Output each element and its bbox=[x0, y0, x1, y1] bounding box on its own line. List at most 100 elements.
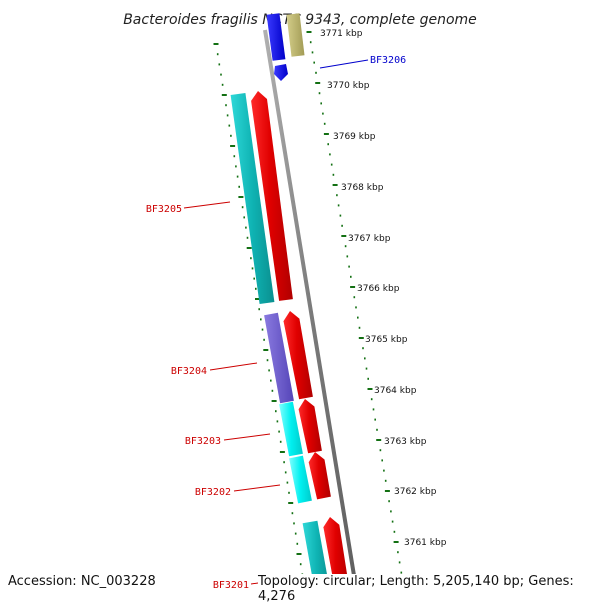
gene-bf3204-cds bbox=[283, 311, 313, 400]
outer-tick bbox=[320, 102, 322, 105]
inner-tick bbox=[255, 298, 260, 300]
outer-tick bbox=[337, 204, 340, 207]
outer-tick bbox=[355, 306, 357, 309]
tick-label: 3764 kbp bbox=[374, 386, 417, 396]
topology-text: Topology: circular; Length: 5,205,140 bp… bbox=[258, 574, 600, 604]
outer-tick bbox=[353, 296, 356, 299]
gene-bf3202-cog bbox=[289, 455, 312, 504]
inner-tick bbox=[213, 43, 219, 45]
tick-label: 3762 kbp bbox=[394, 487, 437, 497]
outer-tick bbox=[332, 173, 335, 176]
inner-tick bbox=[221, 94, 227, 96]
outer-tick bbox=[332, 184, 338, 186]
inner-tick bbox=[226, 114, 229, 117]
gene-khaki-cog bbox=[286, 13, 305, 57]
outer-tick bbox=[329, 153, 331, 156]
inner-tick bbox=[275, 410, 277, 413]
outer-tick bbox=[323, 122, 326, 125]
outer-tick bbox=[379, 449, 382, 452]
tick-label: 3765 kbp bbox=[365, 335, 408, 345]
inner-tick bbox=[288, 502, 294, 504]
inner-tick bbox=[279, 440, 282, 443]
gene-label-bf3201: BF3201 bbox=[213, 580, 249, 591]
outer-tick bbox=[350, 275, 352, 278]
gene-label-bf3202: BF3202 bbox=[195, 487, 231, 498]
inner-tick bbox=[266, 359, 269, 362]
inner-tick bbox=[268, 369, 270, 372]
inner-tick bbox=[241, 206, 244, 209]
outer-tick bbox=[306, 31, 312, 33]
outer-tick bbox=[388, 500, 390, 503]
outer-tick bbox=[309, 41, 312, 44]
inner-tick bbox=[263, 338, 265, 341]
outer-tick bbox=[318, 92, 321, 95]
inner-tick bbox=[233, 155, 236, 158]
inner-tick bbox=[243, 216, 245, 219]
inner-tick bbox=[286, 481, 289, 484]
tick-label: 3770 kbp bbox=[327, 81, 370, 91]
tick-label: 3769 kbp bbox=[333, 132, 376, 142]
inner-tick bbox=[283, 461, 285, 464]
outer-tick bbox=[384, 490, 390, 492]
outer-tick bbox=[372, 408, 375, 411]
inner-tick bbox=[235, 165, 237, 168]
inner-tick bbox=[278, 430, 280, 433]
outer-tick bbox=[346, 255, 349, 258]
inner-tick-ruler bbox=[213, 43, 307, 596]
inner-tick bbox=[246, 247, 252, 249]
gene-label-bf3203: BF3203 bbox=[185, 436, 221, 447]
inner-tick bbox=[260, 318, 262, 321]
tick-labels: 3771 kbp 3770 kbp 3769 kbp 3768 kbp 3767 kbp… bbox=[320, 29, 459, 597]
gene-label-bf3204: BF3204 bbox=[171, 366, 207, 377]
inner-tick bbox=[258, 308, 260, 311]
inner-tick bbox=[236, 175, 239, 178]
outer-tick bbox=[311, 51, 314, 54]
outer-tick bbox=[341, 224, 343, 227]
outer-tick bbox=[383, 469, 385, 472]
gene-label-leader bbox=[319, 59, 369, 69]
genome-backbone bbox=[263, 29, 360, 600]
outer-tick bbox=[315, 82, 321, 84]
outer-tick bbox=[327, 143, 329, 146]
tick-label: 3766 kbp bbox=[357, 284, 400, 294]
inner-tick bbox=[293, 522, 295, 525]
outer-tick bbox=[357, 316, 359, 319]
inner-tick bbox=[270, 379, 272, 382]
outer-tick bbox=[323, 133, 329, 135]
gene-bf3204-cog bbox=[264, 312, 294, 404]
inner-tick bbox=[216, 53, 219, 56]
inner-tick bbox=[220, 73, 222, 76]
inner-tick bbox=[251, 267, 254, 270]
gene-bf3203-cog bbox=[279, 401, 303, 457]
outer-tick bbox=[367, 388, 373, 390]
inner-tick bbox=[284, 471, 287, 474]
inner-tick bbox=[299, 563, 302, 566]
gene-bf3203-cds bbox=[298, 399, 322, 454]
outer-tick bbox=[381, 459, 383, 462]
outer-tick bbox=[393, 541, 399, 543]
gene-label-leader bbox=[209, 362, 258, 371]
inner-tick bbox=[253, 277, 255, 280]
inner-tick bbox=[296, 553, 302, 555]
outer-tick bbox=[344, 245, 347, 248]
outer-tick bbox=[364, 357, 366, 360]
inner-tick bbox=[291, 512, 294, 515]
tick-label: 3761 kbp bbox=[404, 538, 447, 548]
gene-label-leader bbox=[250, 582, 259, 585]
outer-tick bbox=[341, 235, 347, 237]
outer-tick bbox=[358, 326, 361, 329]
gene-bf3205-cog bbox=[230, 93, 275, 304]
gene-bf3202-cds bbox=[308, 452, 331, 500]
gene-label-bf3205: BF3205 bbox=[146, 204, 182, 215]
outer-tick bbox=[350, 286, 356, 288]
inner-tick bbox=[238, 185, 240, 188]
inner-tick bbox=[271, 389, 274, 392]
outer-tick bbox=[348, 265, 350, 268]
inner-tick bbox=[245, 226, 247, 229]
outer-tick bbox=[336, 194, 338, 197]
inner-tick bbox=[255, 287, 257, 290]
inner-tick bbox=[276, 420, 279, 423]
outer-tick bbox=[315, 71, 317, 74]
outer-tick bbox=[313, 61, 315, 64]
